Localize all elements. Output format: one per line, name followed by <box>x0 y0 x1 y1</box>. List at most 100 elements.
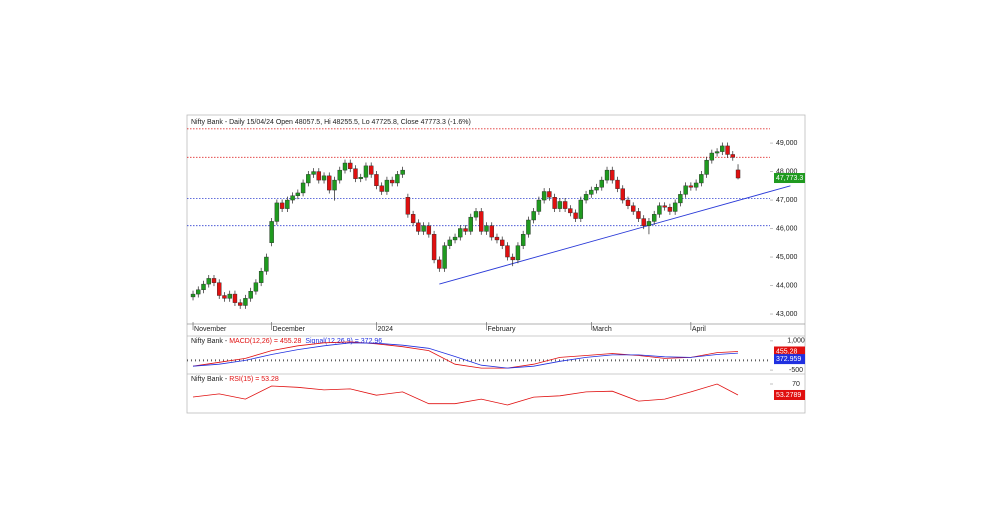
candle-body <box>421 225 426 232</box>
value-box <box>774 389 805 400</box>
candle-body <box>473 211 479 218</box>
candle-body <box>458 228 463 238</box>
candle-body <box>646 221 652 226</box>
candle-body <box>484 225 489 232</box>
candle-body <box>526 219 531 235</box>
candle-body <box>489 225 494 238</box>
candle-body <box>562 201 568 209</box>
candle-body <box>578 199 584 219</box>
candle-body <box>683 185 688 195</box>
x-tick-label: February <box>487 326 516 333</box>
candle-body <box>295 192 301 196</box>
y-tick-label: 48,000 <box>776 168 798 175</box>
candle-body <box>730 154 735 158</box>
candle-body <box>651 214 657 222</box>
candle-body <box>311 171 316 175</box>
candle-body <box>190 293 196 298</box>
candle-body <box>206 278 211 285</box>
candle-body <box>573 212 578 219</box>
candle-body <box>437 259 442 269</box>
candle-body <box>442 245 447 269</box>
candle-body <box>547 191 552 198</box>
candle-body <box>667 206 673 212</box>
candle-body <box>688 185 694 188</box>
candle-body <box>321 175 327 181</box>
candle-body <box>374 174 379 187</box>
candle-body <box>217 282 222 296</box>
candle-body <box>316 171 321 181</box>
legend-entry: RSI(15) = 53.28 <box>229 376 279 383</box>
candle-body <box>426 225 432 235</box>
candle-body <box>505 245 510 258</box>
value-box <box>774 346 805 357</box>
candle-body <box>447 239 453 246</box>
x-tick-label: November <box>194 326 227 333</box>
candle-body <box>599 179 604 188</box>
candle-body <box>253 282 259 292</box>
candle-body <box>714 151 720 154</box>
indicator-line <box>192 341 739 369</box>
candle-body <box>389 179 395 184</box>
y-tick-label: 70 <box>792 381 800 388</box>
y-tick-label: 47,000 <box>776 197 798 204</box>
legend: Nifty Bank - MACD(12,26) = 455.28 Signal(… <box>191 338 382 345</box>
y-tick-label: 44,000 <box>776 282 798 289</box>
candle-body <box>300 182 306 194</box>
candle-body <box>468 216 473 232</box>
x-tick-label: December <box>273 326 306 333</box>
candle-body <box>735 169 741 179</box>
candle-body <box>720 145 725 152</box>
legend-prefix: Nifty Bank - <box>191 376 228 383</box>
value-box <box>774 354 805 365</box>
last-price-box <box>774 173 805 184</box>
candle-body <box>232 293 238 303</box>
candle-body <box>243 298 248 306</box>
candle-body <box>494 236 500 241</box>
candle-body <box>725 145 730 155</box>
candle-body <box>662 205 667 208</box>
y-tick-label: 43,000 <box>776 311 798 318</box>
candle-body <box>279 202 285 209</box>
candle-body <box>222 295 227 299</box>
candle-body <box>201 283 206 291</box>
candle-body <box>285 199 290 209</box>
value-box-label: 455.28 <box>776 348 798 355</box>
candle-body <box>400 169 405 175</box>
candle-body <box>269 221 274 243</box>
candle-body <box>410 214 416 224</box>
legend-separator <box>301 338 303 345</box>
candle-body <box>615 179 620 189</box>
candle-body <box>395 174 400 184</box>
candle-body <box>258 271 264 283</box>
candle-body <box>641 218 646 226</box>
legend-entry: MACD(12,26) = 455.28 <box>229 338 301 345</box>
candle-body <box>306 174 311 184</box>
legend: Nifty Bank - RSI(15) = 53.28 <box>191 376 279 383</box>
candle-body <box>541 191 547 201</box>
candle-body <box>625 199 631 206</box>
indicator-line <box>192 383 739 406</box>
candle-body <box>405 197 411 215</box>
value-box-label: 372.959 <box>776 356 801 363</box>
legend-prefix: Nifty Bank - <box>191 338 228 345</box>
candle-body <box>290 195 295 201</box>
candle-body <box>568 208 573 214</box>
candle-body <box>557 201 563 209</box>
candle-body <box>583 194 589 201</box>
candle-body <box>479 211 484 232</box>
candle-body <box>500 239 505 246</box>
candle-body <box>594 187 599 191</box>
y-tick-label: -500 <box>789 367 803 374</box>
candle-body <box>431 234 437 261</box>
x-tick-label: April <box>692 326 706 333</box>
chart-title: Nifty Bank - Daily 15/04/24 Open 48057.5… <box>191 119 471 126</box>
y-tick-label: 49,000 <box>776 140 798 147</box>
indicator-line <box>192 342 739 369</box>
candle-body <box>416 222 421 232</box>
frame <box>186 114 806 414</box>
candle-body <box>264 256 269 272</box>
y-tick-label: 46,000 <box>776 225 798 232</box>
y-tick-label: 45,000 <box>776 254 798 261</box>
